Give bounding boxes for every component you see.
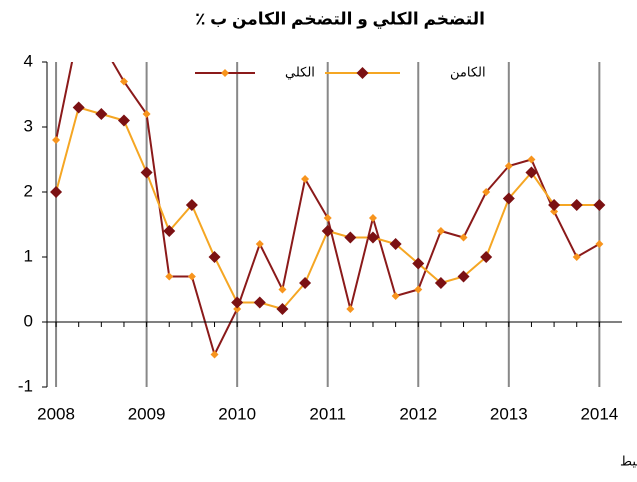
point-marker [391, 292, 400, 300]
point-marker [502, 192, 515, 205]
y-tick-label: -1 [18, 376, 33, 395]
point-marker [119, 77, 128, 86]
point-marker [163, 225, 176, 237]
point-marker [434, 277, 447, 289]
point-marker [572, 253, 581, 261]
point-marker [457, 270, 470, 283]
y-tick-label: 1 [24, 246, 33, 265]
point-marker [97, 39, 105, 47]
point-marker [278, 285, 287, 294]
point-marker [482, 188, 491, 196]
y-tick-label: 3 [24, 116, 33, 135]
point-marker [140, 166, 153, 179]
y-tick-label: 0 [24, 311, 33, 330]
point-marker [165, 272, 174, 281]
point-marker [550, 207, 559, 216]
point-marker [346, 305, 355, 313]
grid [55, 62, 601, 387]
legend-label: الكلي [285, 64, 315, 79]
point-marker [412, 257, 425, 270]
point-marker [276, 303, 289, 315]
point-marker [323, 214, 332, 222]
legend-marker [221, 69, 229, 77]
legend-label: الكامن [450, 64, 486, 80]
point-marker [593, 199, 606, 211]
x-tick-label: 2012 [399, 404, 437, 423]
point-marker [187, 272, 196, 281]
point-marker [253, 296, 266, 309]
point-marker [527, 155, 536, 164]
point-marker [344, 231, 357, 244]
point-marker [142, 110, 151, 118]
point-marker [50, 186, 63, 198]
point-marker [414, 285, 423, 294]
legend-marker [356, 67, 369, 79]
point-marker [368, 214, 377, 222]
point-marker [459, 233, 468, 242]
point-marker [185, 199, 198, 211]
x-tick-label: 2008 [37, 404, 75, 423]
y-tick-label: 2 [24, 181, 33, 200]
point-marker [389, 238, 402, 250]
point-marker [525, 166, 538, 179]
point-marker [504, 162, 513, 170]
point-marker [299, 277, 312, 289]
point-marker [75, 26, 83, 34]
point-marker [595, 240, 604, 248]
x-tick-label: 2011 [309, 404, 346, 423]
point-marker [436, 227, 445, 235]
chart-title: التضخم الكلي و التضخم الكامن ب ٪ [195, 9, 485, 29]
source-note: المصدر : المندوبية السامية للتخطيط [620, 453, 637, 469]
y-tick-label: 4 [24, 51, 33, 70]
point-marker [117, 114, 130, 127]
axes: 2008 2009 2010 2011 2012 2013 2014 -1 0 1 2 3 4 [18, 51, 622, 423]
x-tick-label: 2014 [580, 404, 618, 423]
point-marker [570, 199, 583, 211]
point-marker [321, 225, 334, 237]
x-tick-label: 2013 [490, 404, 528, 423]
plot-area [50, 26, 606, 359]
point-marker [208, 251, 221, 263]
point-marker [72, 101, 85, 114]
point-marker [548, 199, 561, 211]
point-marker [366, 231, 379, 244]
point-marker [301, 175, 310, 183]
point-marker [231, 296, 244, 309]
point-marker [255, 240, 264, 248]
point-marker [210, 350, 219, 359]
point-marker [480, 251, 493, 263]
x-tick-label: 2009 [128, 404, 166, 423]
point-marker [52, 136, 61, 144]
x-tick-label: 2010 [218, 404, 256, 423]
point-marker [233, 305, 242, 313]
point-marker [95, 108, 108, 120]
